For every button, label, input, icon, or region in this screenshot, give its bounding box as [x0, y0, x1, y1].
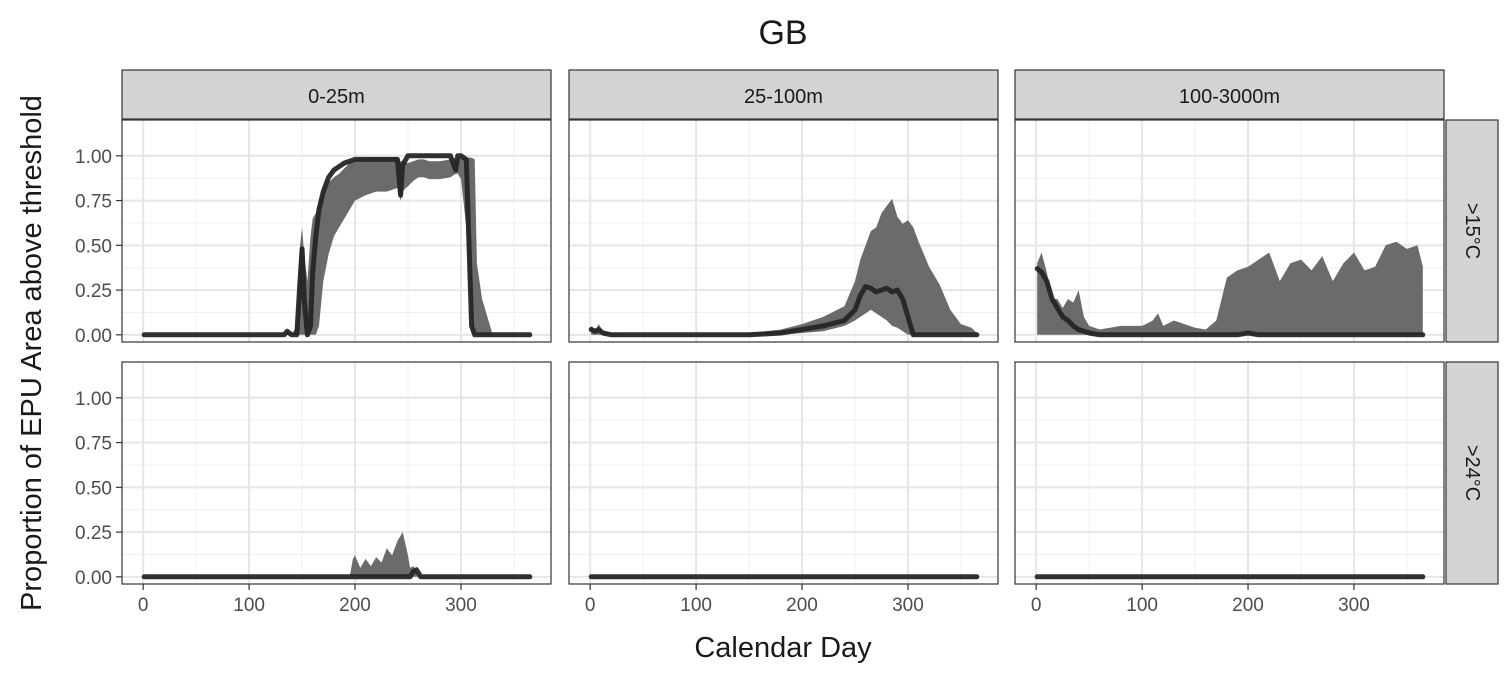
median-line: [141, 153, 533, 338]
y-tick-label: 0.50: [75, 236, 112, 257]
x-tick-label: 300: [445, 595, 477, 616]
panel-border: [121, 361, 552, 585]
y-tick-label: 0.00: [75, 326, 112, 347]
y-tick-label: 0.00: [75, 568, 112, 589]
panel-border: [1014, 361, 1445, 585]
x-tick-label: 100: [1126, 595, 1158, 616]
x-tick-label: 100: [233, 595, 265, 616]
column-strip: [1014, 69, 1445, 120]
column-strip-label: 100-3000m: [1179, 86, 1280, 108]
facet-panel: [568, 119, 999, 343]
x-tick-label: 100: [680, 595, 712, 616]
x-tick-label: 300: [892, 595, 924, 616]
column-strip-label: 0-25m: [308, 86, 365, 108]
x-tick-label: 300: [1338, 595, 1370, 616]
facet-panel: 0 100 200 300: [568, 361, 999, 616]
median-line: [588, 284, 980, 338]
y-tick-label: 0.50: [75, 478, 112, 499]
x-tick-label: 0: [585, 595, 596, 616]
panel-background: [1015, 362, 1444, 584]
y-tick-label: 0.75: [75, 192, 112, 213]
column-strip: [121, 69, 552, 120]
x-tick-label: 200: [786, 595, 818, 616]
facet-panels: 0-25m 25-100m 100-3000m>15°C>24°C0.000.250…: [75, 69, 1499, 616]
panel-background: [569, 362, 998, 584]
row-strip-label: >15°C: [1461, 203, 1483, 259]
x-tick-label: 0: [1031, 595, 1042, 616]
uncertainty-band: [1037, 241, 1423, 335]
y-tick-label: 0.25: [75, 281, 112, 302]
median-line: [1034, 266, 1426, 338]
x-tick-label: 200: [339, 595, 371, 616]
facet-panel: 0.00 0.25 0.50 0.75 1.00 0 100 200 300: [75, 361, 552, 616]
x-tick-label: 0: [138, 595, 149, 616]
panel-background: [122, 362, 551, 584]
x-tick-label: 200: [1232, 595, 1264, 616]
column-strip: [568, 69, 999, 120]
y-tick-label: 1.00: [75, 389, 112, 410]
panel-border: [568, 361, 999, 585]
facet-panel: [1014, 119, 1445, 343]
uncertainty-band: [591, 198, 977, 335]
median-line: [141, 567, 533, 580]
y-tick-label: 0.75: [75, 434, 112, 455]
panel-border: [121, 119, 552, 343]
chart-title: GB: [758, 14, 807, 52]
facet-panel: 0 100 200 300: [1014, 361, 1445, 616]
row-strip-label: >24°C: [1461, 445, 1483, 501]
y-axis-title: Proportion of EPU Area above threshold: [16, 95, 48, 611]
uncertainty-band: [144, 157, 530, 335]
x-axis-title: Calendar Day: [694, 632, 872, 664]
y-tick-label: 0.25: [75, 523, 112, 544]
facet-panel: 0.00 0.25 0.50 0.75 1.00: [75, 119, 552, 347]
y-tick-label: 1.00: [75, 147, 112, 168]
column-strip-label: 25-100m: [744, 86, 823, 108]
panel-border: [568, 119, 999, 343]
row-strip: [1445, 119, 1499, 343]
row-strip: [1445, 361, 1499, 585]
panel-border: [1014, 119, 1445, 343]
